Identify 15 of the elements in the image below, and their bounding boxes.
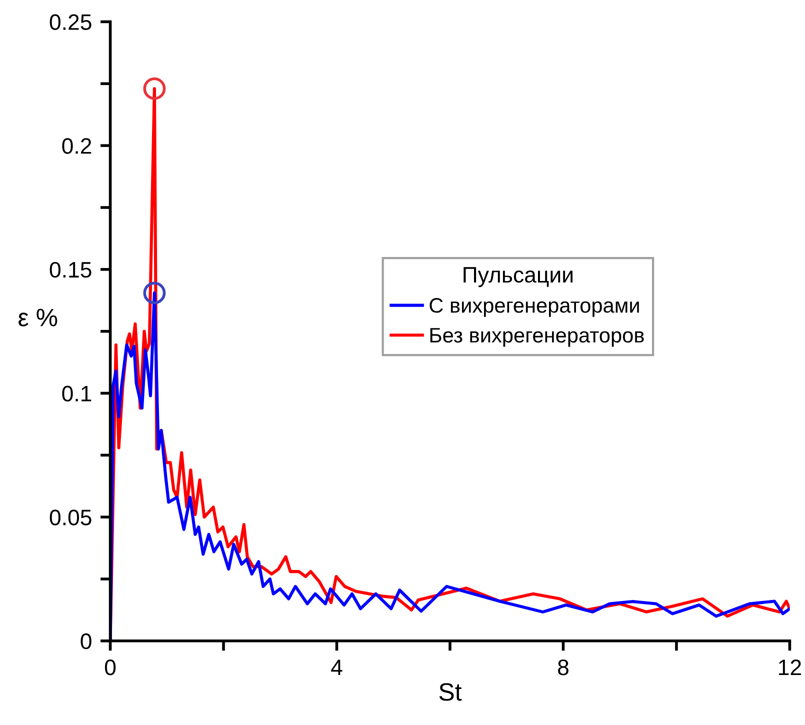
y-tick-label: 0.05 [50, 510, 92, 526]
x-tick-label: 0 [104, 660, 116, 676]
y-tick-label: 0.15 [50, 262, 92, 278]
y-tick-label: 0.1 [62, 386, 92, 402]
x-tick-label: 8 [558, 660, 568, 676]
y-tick-label: 0 [80, 633, 92, 650]
y-tick-label: 0.2 [62, 138, 92, 154]
legend-label: С вихрегенераторами [430, 298, 639, 317]
legend-title: Пульсации [464, 267, 572, 288]
y-axis-title: ε % [18, 308, 58, 326]
x-tick-label: 4 [331, 660, 342, 676]
legend-label: Без вихрегенераторов [430, 328, 644, 347]
y-tick-label: 0.25 [50, 14, 92, 30]
x-axis-title: St [439, 683, 462, 701]
x-tick-label: 12 [779, 660, 801, 676]
